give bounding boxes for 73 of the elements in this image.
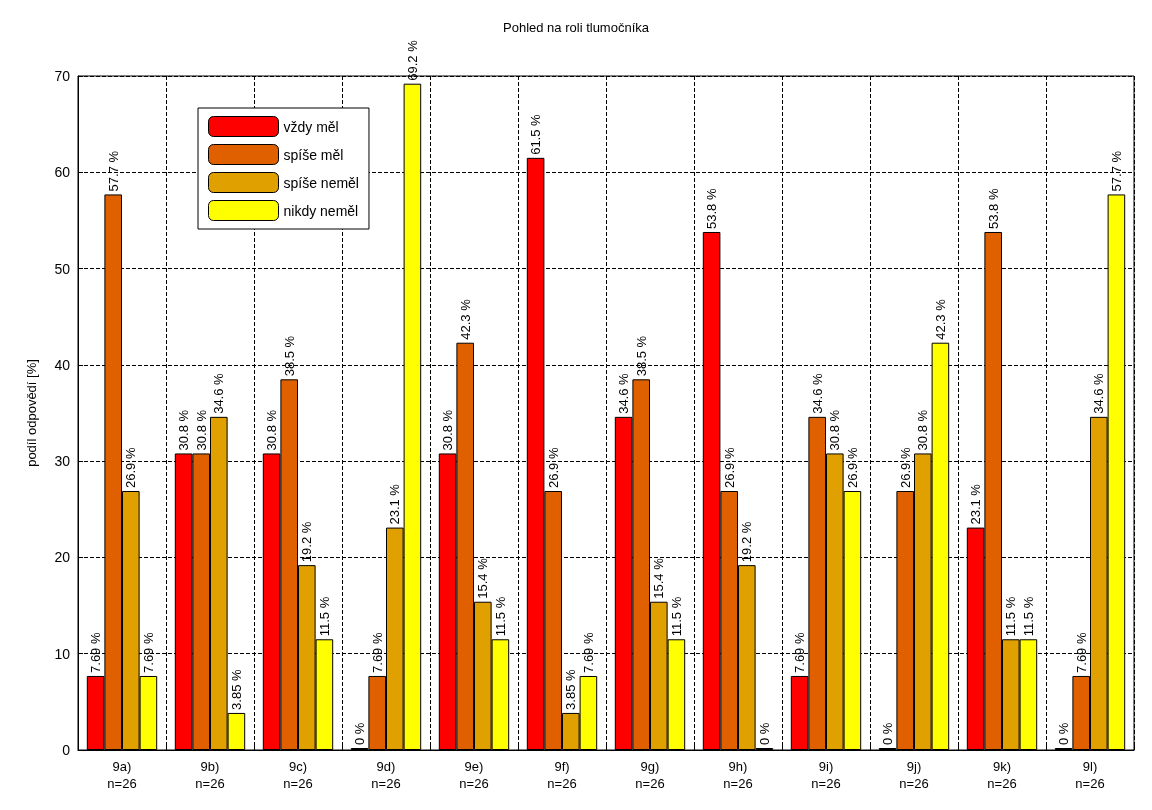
x-tick-label: 9l) n=26 [1075, 759, 1105, 791]
data-label: 38.5 % [633, 335, 649, 377]
x-tick-label: 9d) n=26 [371, 759, 401, 791]
data-label: 34.6 % [1091, 372, 1107, 414]
data-label: 69.2 % [404, 39, 420, 81]
data-label: 57.7 % [105, 150, 121, 192]
legend-label: nikdy neměl [283, 202, 359, 219]
data-label: 38.5 % [281, 335, 297, 377]
x-tick-label: 9f) n=26 [547, 759, 577, 791]
data-label: 57.7 % [1108, 150, 1124, 192]
data-label: 15.4 % [475, 557, 491, 599]
data-label: 53.8 % [704, 188, 720, 229]
data-label: 3.85 % [563, 669, 579, 710]
data-label: 7.69 % [580, 632, 596, 673]
x-tick-label: 9a) n=26 [107, 759, 137, 791]
data-label: 30.8 % [827, 409, 843, 451]
data-label: 23.1 % [387, 483, 403, 525]
data-label: 30.8 % [176, 409, 192, 451]
y-tick-label: 70 [54, 68, 71, 84]
data-label: 15.4 % [651, 557, 667, 599]
x-tick-label: 9i) n=26 [811, 759, 841, 791]
data-label: 7.69 % [88, 632, 104, 673]
data-label: 0 % [352, 722, 368, 745]
y-tick-label: 20 [54, 549, 71, 566]
data-label: 23.1 % [968, 483, 984, 525]
data-label: 30.8 % [440, 409, 456, 451]
data-label: 61.5 % [528, 113, 544, 155]
y-tick-label: 60 [54, 164, 71, 181]
data-label: 26.9 % [123, 447, 139, 488]
y-tick-label: 0 [62, 742, 71, 758]
data-label: 7.69 % [792, 632, 808, 673]
legend-label: spíše neměl [283, 174, 359, 191]
data-label: 3.85 % [228, 669, 244, 710]
y-tick-label: 50 [54, 260, 71, 277]
data-label: 42.3 % [932, 298, 948, 340]
x-tick-label: 9j) n=26 [899, 759, 929, 791]
data-label: 26.9 % [545, 447, 561, 488]
data-label: 34.6 % [211, 372, 227, 414]
y-tick-label: 40 [54, 356, 71, 373]
x-tick-label: 9e) n=26 [459, 759, 489, 791]
y-tick-label: 10 [54, 645, 71, 662]
x-tick-label: 9h) n=26 [723, 759, 753, 791]
x-tick-label: 9k) n=26 [987, 759, 1017, 791]
data-label: 0 % [756, 722, 772, 745]
data-label: 0 % [880, 722, 896, 745]
data-label: 34.6 % [616, 372, 632, 414]
data-label: 34.6 % [809, 372, 825, 414]
data-label: 53.8 % [985, 188, 1001, 229]
data-label: 11.5 % [492, 596, 508, 637]
data-label: 26.9 % [721, 447, 737, 488]
data-label: 26.9 % [897, 447, 913, 488]
data-label: 11.5 % [1003, 596, 1019, 637]
legend-label: spíše měl [283, 146, 344, 163]
data-label: 19.2 % [739, 521, 755, 563]
data-label: 11.5 % [1020, 596, 1036, 637]
data-label: 42.3 % [457, 298, 473, 340]
x-tick-label: 9c) n=26 [283, 759, 313, 791]
chart-title: Pohled na roli tlumočníka [503, 20, 650, 35]
data-label: 30.8 % [264, 409, 280, 451]
x-tick-label: 9b) n=26 [195, 759, 225, 791]
data-label: 30.8 % [915, 409, 931, 451]
data-label: 7.69 % [1073, 632, 1089, 673]
y-tick-label: 30 [54, 453, 71, 470]
legend-label: vždy měl [283, 118, 339, 135]
data-label: 19.2 % [299, 521, 315, 563]
data-label: 11.5 % [668, 596, 684, 637]
data-label: 11.5 % [316, 596, 332, 637]
y-axis-title: podíl odpovědí [%] [24, 359, 39, 467]
data-label: 7.69 % [369, 632, 385, 673]
data-label: 26.9 % [844, 447, 860, 488]
data-label: 0 % [1056, 722, 1072, 745]
x-tick-label: 9g) n=26 [635, 759, 665, 791]
data-label: 30.8 % [193, 409, 209, 451]
